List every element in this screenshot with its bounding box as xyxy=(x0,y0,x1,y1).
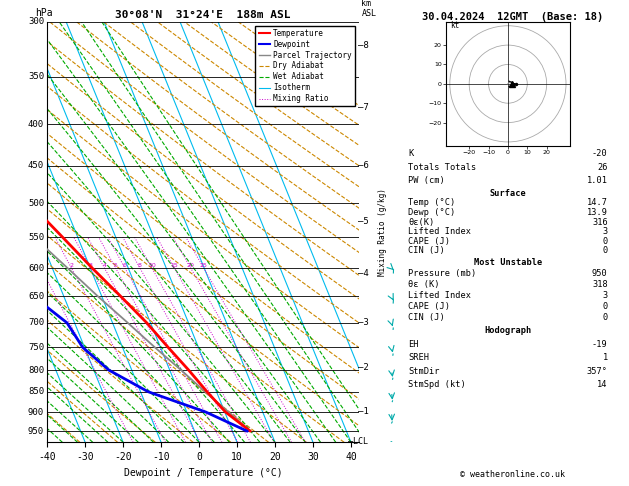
Text: –3: –3 xyxy=(358,318,369,327)
Text: 20: 20 xyxy=(187,263,194,268)
Text: 0: 0 xyxy=(603,237,608,246)
Text: 2: 2 xyxy=(69,263,74,268)
Text: SREH: SREH xyxy=(408,353,429,362)
Text: Surface: Surface xyxy=(489,189,526,198)
Text: 1.01: 1.01 xyxy=(587,176,608,185)
Text: 10: 10 xyxy=(148,263,156,268)
Text: K: K xyxy=(408,149,413,158)
Text: 500: 500 xyxy=(28,199,44,208)
Text: 3: 3 xyxy=(603,291,608,300)
Text: -20: -20 xyxy=(592,149,608,158)
Text: 357°: 357° xyxy=(587,366,608,376)
Text: Most Unstable: Most Unstable xyxy=(474,258,542,267)
Text: Temp (°C): Temp (°C) xyxy=(408,198,455,208)
Text: 14.7: 14.7 xyxy=(587,198,608,208)
Text: -19: -19 xyxy=(592,340,608,349)
Text: 550: 550 xyxy=(28,233,44,242)
Text: hPa: hPa xyxy=(35,8,52,17)
Text: CIN (J): CIN (J) xyxy=(408,312,445,322)
Text: –8: –8 xyxy=(358,41,369,51)
Text: 318: 318 xyxy=(592,280,608,289)
Text: 0: 0 xyxy=(603,312,608,322)
Text: 6: 6 xyxy=(123,263,127,268)
Legend: Temperature, Dewpoint, Parcel Trajectory, Dry Adiabat, Wet Adiabat, Isotherm, Mi: Temperature, Dewpoint, Parcel Trajectory… xyxy=(255,26,355,106)
Text: 4: 4 xyxy=(103,263,106,268)
Text: Hodograph: Hodograph xyxy=(484,327,532,335)
Text: CAPE (J): CAPE (J) xyxy=(408,237,450,246)
Text: Dewp (°C): Dewp (°C) xyxy=(408,208,455,217)
Text: Totals Totals: Totals Totals xyxy=(408,163,476,172)
Text: –4: –4 xyxy=(358,269,369,278)
Text: –1: –1 xyxy=(358,407,369,416)
Text: 15: 15 xyxy=(170,263,178,268)
Text: 450: 450 xyxy=(28,161,44,171)
Text: 800: 800 xyxy=(28,365,44,375)
Text: –LCL: –LCL xyxy=(348,437,369,446)
X-axis label: Dewpoint / Temperature (°C): Dewpoint / Temperature (°C) xyxy=(123,468,282,478)
Text: 26: 26 xyxy=(598,163,608,172)
Text: θε(K): θε(K) xyxy=(408,218,435,226)
Text: 900: 900 xyxy=(28,408,44,417)
Text: Pressure (mb): Pressure (mb) xyxy=(408,269,476,278)
Text: 400: 400 xyxy=(28,120,44,128)
Text: 14: 14 xyxy=(598,380,608,389)
Text: StmSpd (kt): StmSpd (kt) xyxy=(408,380,466,389)
Text: –2: –2 xyxy=(358,364,369,372)
Text: 25: 25 xyxy=(200,263,208,268)
Text: θε (K): θε (K) xyxy=(408,280,440,289)
Text: Lifted Index: Lifted Index xyxy=(408,227,471,236)
Text: CAPE (J): CAPE (J) xyxy=(408,302,450,311)
Text: –7: –7 xyxy=(358,103,369,112)
Text: 3: 3 xyxy=(603,227,608,236)
Text: 13.9: 13.9 xyxy=(587,208,608,217)
Text: 600: 600 xyxy=(28,263,44,273)
Text: CIN (J): CIN (J) xyxy=(408,246,445,255)
Text: –5: –5 xyxy=(358,217,369,226)
Text: 350: 350 xyxy=(28,72,44,81)
Text: EH: EH xyxy=(408,340,418,349)
Text: StmDir: StmDir xyxy=(408,366,440,376)
Title: 30°08'N  31°24'E  188m ASL: 30°08'N 31°24'E 188m ASL xyxy=(115,10,291,20)
Text: © weatheronline.co.uk: © weatheronline.co.uk xyxy=(460,469,565,479)
Text: 3: 3 xyxy=(89,263,92,268)
Text: 750: 750 xyxy=(28,343,44,352)
Text: PW (cm): PW (cm) xyxy=(408,176,445,185)
Text: 1: 1 xyxy=(603,353,608,362)
Text: 300: 300 xyxy=(28,17,44,26)
Text: 316: 316 xyxy=(592,218,608,226)
Text: Lifted Index: Lifted Index xyxy=(408,291,471,300)
Text: Mixing Ratio (g/kg): Mixing Ratio (g/kg) xyxy=(378,188,387,276)
Text: 950: 950 xyxy=(28,427,44,436)
Text: 5: 5 xyxy=(114,263,118,268)
Text: 650: 650 xyxy=(28,292,44,301)
Text: km
ASL: km ASL xyxy=(361,0,376,17)
Text: 0: 0 xyxy=(603,302,608,311)
Text: kt: kt xyxy=(450,21,459,30)
Text: –6: –6 xyxy=(358,161,369,171)
Text: 0: 0 xyxy=(603,246,608,255)
Text: 850: 850 xyxy=(28,387,44,396)
Text: 700: 700 xyxy=(28,318,44,327)
Text: 8: 8 xyxy=(138,263,142,268)
Text: 30.04.2024  12GMT  (Base: 18): 30.04.2024 12GMT (Base: 18) xyxy=(422,12,603,22)
Text: 950: 950 xyxy=(592,269,608,278)
